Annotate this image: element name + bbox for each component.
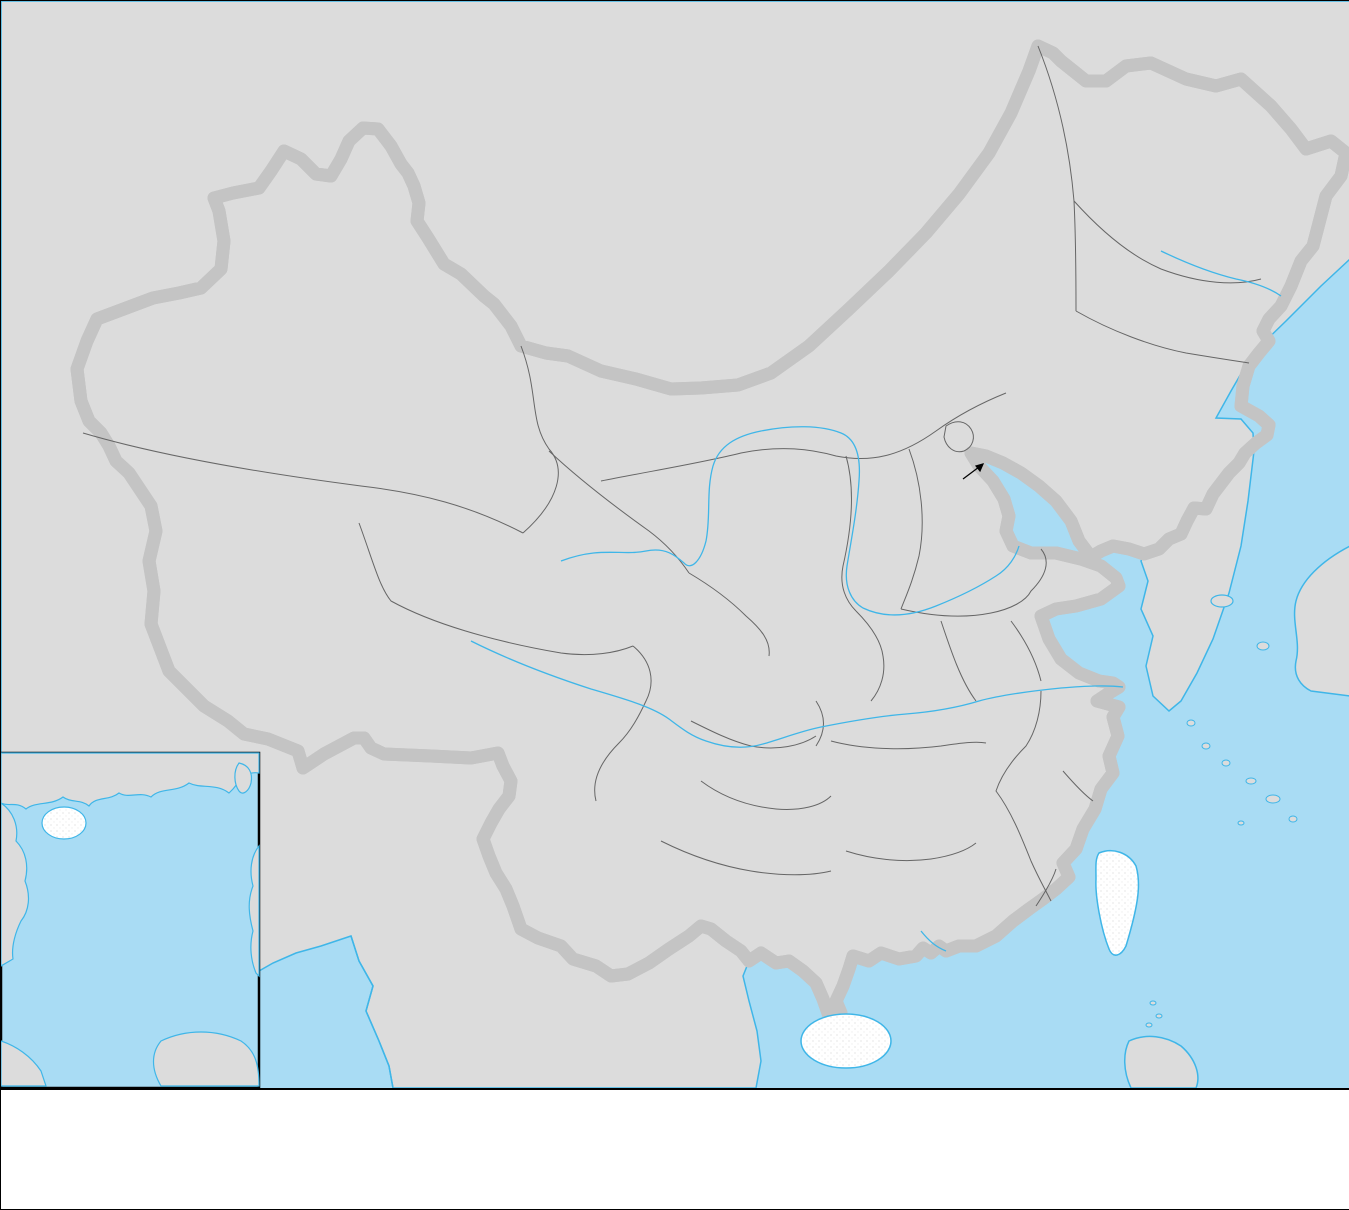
legend-panel	[1, 1090, 1349, 1209]
bay-of-bengal-coast	[350, 935, 394, 1088]
jeju-island	[1210, 594, 1234, 608]
map-base-svg	[1, 1, 1349, 1088]
dbz-color-scale	[317, 1132, 972, 1151]
tianjin-arrow	[962, 463, 985, 480]
inset-hainan	[41, 806, 87, 840]
inset-borneo	[152, 1031, 260, 1087]
yangtze-river	[470, 640, 1124, 748]
inset-taiwan	[234, 762, 253, 794]
taiwan-island	[1095, 849, 1140, 956]
inset-south-china-coast	[1, 752, 260, 810]
inset-indochina	[1, 802, 30, 967]
rivers	[470, 250, 1282, 952]
hainan-island	[800, 1013, 892, 1069]
china-territory	[70, 39, 1349, 1028]
yellow-river	[560, 426, 1020, 616]
tsushima-island	[1256, 641, 1270, 651]
pearl-river	[920, 930, 947, 952]
inset-malay	[1, 1040, 47, 1087]
songhua-river	[1160, 250, 1282, 297]
inset-philippines	[248, 844, 260, 978]
japan-kyushu	[1293, 545, 1349, 697]
ryukyu-islands	[1145, 719, 1298, 1028]
luzon-island	[1124, 1035, 1199, 1088]
dbz-scale-ticks	[317, 1154, 1017, 1172]
china-radar-map	[1, 1, 1349, 1090]
south-china-sea-inset	[1, 751, 261, 1088]
